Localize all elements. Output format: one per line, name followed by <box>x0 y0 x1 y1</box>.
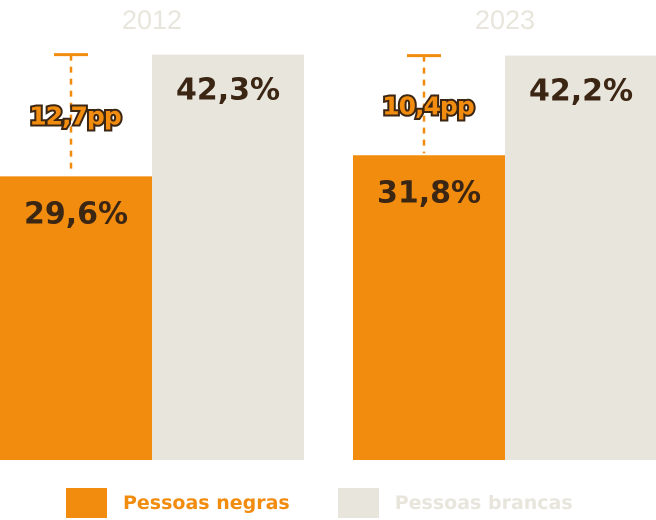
legend-label-pessoas-negras: Pessoas negras <box>123 492 290 514</box>
legend-label-pessoas-brancas: Pessoas brancas <box>394 492 573 514</box>
legend-item-pessoas-negras: Pessoas negras <box>66 488 290 518</box>
year-label-2023: 2023 <box>475 5 535 35</box>
year-label-2012: 2012 <box>122 5 182 35</box>
gap-label-2012: 12,7pp <box>29 101 121 130</box>
legend-item-pessoas-brancas: Pessoas brancas <box>337 488 573 518</box>
bar-pessoas-negras-2023 <box>353 155 505 460</box>
value-label-pessoas-brancas-2012: 42,3% <box>176 73 280 108</box>
value-label-pessoas-negras-2012: 29,6% <box>24 196 128 231</box>
legend-swatch-pessoas-negras <box>66 488 107 518</box>
legend-swatch-pessoas-brancas <box>337 488 379 518</box>
gap-label-2023: 10,4pp <box>382 91 474 120</box>
bar-pessoas-brancas-2012 <box>152 54 304 460</box>
bar-chart: 2012 29,6% 42,3% 12,7pp 2023 31,8% 42,2% 10,4pp <box>0 5 656 461</box>
value-label-pessoas-negras-2023: 31,8% <box>377 175 481 210</box>
bar-pessoas-negras-2012 <box>0 176 152 461</box>
bar-pessoas-brancas-2023 <box>505 55 656 460</box>
legend: Pessoas negras Pessoas brancas <box>66 488 621 518</box>
value-label-pessoas-brancas-2023: 42,2% <box>529 74 633 109</box>
